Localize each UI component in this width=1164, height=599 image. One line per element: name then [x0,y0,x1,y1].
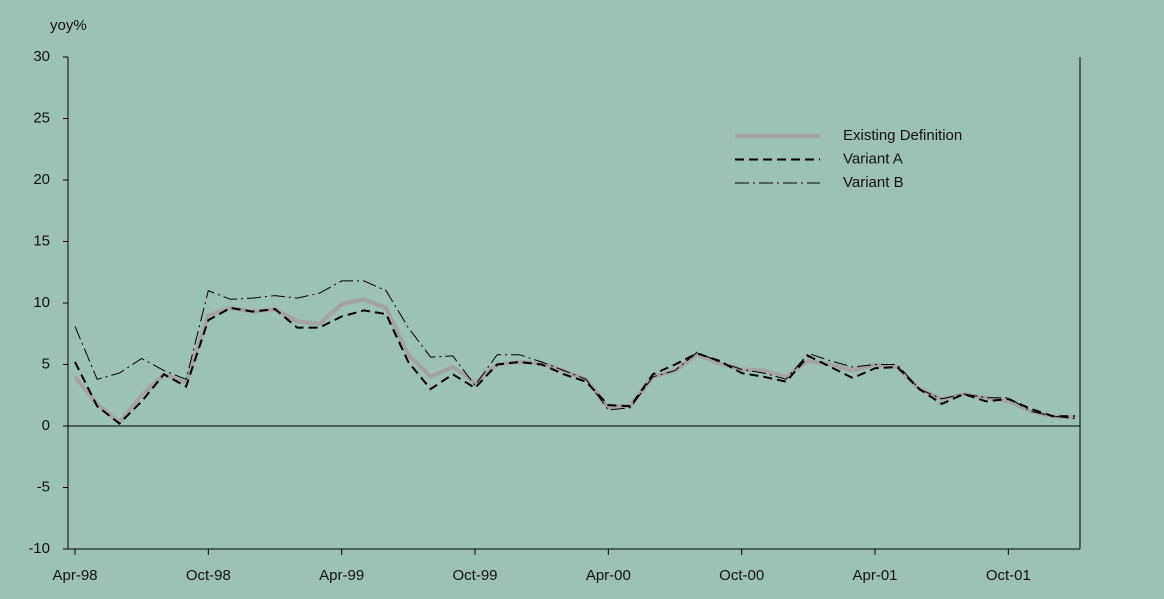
x-tick-label: Apr-00 [586,567,631,584]
y-tick-label: 25 [33,109,50,126]
y-axis-label: yoy% [50,17,87,34]
x-tick-label: Apr-99 [319,567,364,584]
x-tick-label: Apr-01 [852,567,897,584]
legend-label: Existing Definition [843,127,962,144]
y-tick-label: 30 [33,48,50,65]
legend-label: Variant A [843,150,903,167]
y-tick-label: 15 [33,232,50,249]
y-tick-label: 20 [33,171,50,188]
x-tick-label: Oct-98 [186,567,231,584]
y-tick-label: -10 [28,540,50,557]
y-tick-label: 0 [42,417,50,434]
x-tick-label: Apr-98 [52,567,97,584]
y-tick-label: 10 [33,294,50,311]
x-tick-label: Oct-99 [452,567,497,584]
y-tick-label: 5 [42,355,50,372]
y-tick-label: -5 [37,478,50,495]
series-line [74,280,1076,420]
series-line [73,297,1076,426]
x-tick-label: Oct-01 [986,567,1031,584]
x-tick-label: Oct-00 [719,567,764,584]
series-line [74,306,1075,425]
legend-label: Variant B [843,174,904,191]
